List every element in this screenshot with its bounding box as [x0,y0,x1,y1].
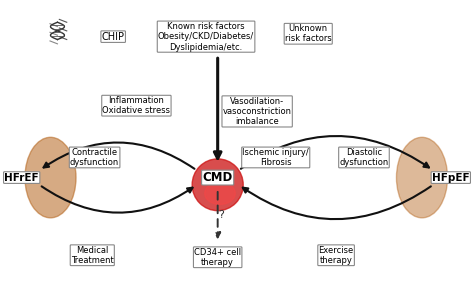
Text: Medical
Treatment: Medical Treatment [71,246,114,265]
Text: CHIP: CHIP [102,32,125,42]
Text: HFrEF: HFrEF [4,173,39,183]
Text: Known risk factors
Obesity/CKD/Diabetes/
Dyslipidemia/etc.: Known risk factors Obesity/CKD/Diabetes/… [158,22,254,51]
Text: Inflammation
Oxidative stress: Inflammation Oxidative stress [102,96,170,115]
Text: Unknown
risk factors: Unknown risk factors [285,24,332,43]
Ellipse shape [25,137,76,218]
Text: Diastolic
dysfunction: Diastolic dysfunction [339,148,389,167]
Text: CMD: CMD [202,171,233,184]
Text: Exercise
therapy: Exercise therapy [319,246,354,265]
Text: HFpEF: HFpEF [432,173,470,183]
Text: ?: ? [219,210,224,220]
Ellipse shape [205,182,235,204]
Text: CD34+ cell
therapy: CD34+ cell therapy [194,248,241,267]
Ellipse shape [396,137,447,218]
Ellipse shape [192,159,243,211]
Text: Ischemic injury/
Fibrosis: Ischemic injury/ Fibrosis [242,148,309,167]
Text: Vasodilation-
vasoconstriction
imbalance: Vasodilation- vasoconstriction imbalance [223,97,292,126]
Text: Contractile
dysfunction: Contractile dysfunction [70,148,119,167]
